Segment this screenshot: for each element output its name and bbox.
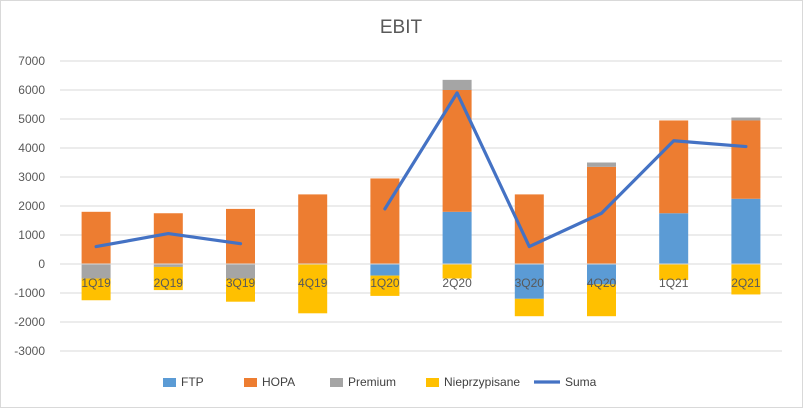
- bar-hopa-3q19: [226, 208, 255, 264]
- x-tick-label: 1Q19: [81, 276, 111, 290]
- chart-title: EBIT: [380, 17, 423, 38]
- x-tick-label: 4Q20: [587, 276, 617, 290]
- bar-ftp-2q21: [731, 198, 761, 264]
- bar-nieprzypisane-3q19: [226, 278, 255, 302]
- x-tick-label: 3Q20: [515, 276, 545, 290]
- bar-nieprzypisane-1q19: [81, 278, 111, 301]
- legend-swatch-premium: [330, 378, 343, 387]
- legend-label-hopa: HOPA: [262, 375, 295, 389]
- y-axis: -3000 -2000 -1000 0 1000 2000 3000 4000 5000 6000…: [14, 54, 45, 358]
- x-tick-label: 3Q19: [226, 276, 256, 290]
- bar-hopa-2q19: [153, 213, 183, 264]
- bar-nieprzypisane-1q21: [659, 264, 689, 280]
- y-tick-label: 5000: [18, 112, 45, 126]
- x-tick-label: 4Q19: [298, 276, 328, 290]
- x-tick-label: 1Q20: [370, 276, 400, 290]
- bar-nieprzypisane-3q20: [514, 298, 544, 317]
- bar-ftp-1q20: [370, 264, 400, 276]
- bar-premium-2q20: [442, 79, 472, 90]
- legend-swatch-hopa: [244, 378, 257, 387]
- legend-label-suma: Suma: [565, 375, 597, 389]
- x-axis: 1Q19 2Q19 3Q19 4Q19 1Q20 2Q20 3Q20 4Q20 1Q21 2Q21: [60, 263, 782, 290]
- x-tick-label: 2Q19: [154, 276, 184, 290]
- x-tick-label: 2Q21: [731, 276, 761, 290]
- legend-label-nieprzypisane: Nieprzypisane: [444, 375, 520, 389]
- legend-label-premium: Premium: [348, 375, 396, 389]
- bar-nieprzypisane-2q19: [153, 266, 183, 291]
- bar-nieprzypisane-4q19: [298, 264, 328, 314]
- bar-hopa-1q19: [81, 211, 111, 264]
- y-tick-label: -1000: [14, 286, 45, 300]
- legend-swatch-nieprzypisane: [426, 378, 439, 387]
- bar-series: [81, 79, 761, 317]
- y-tick-label: 7000: [18, 54, 45, 68]
- line-suma: [94, 231, 243, 249]
- bar-premium-1q19: [81, 264, 111, 279]
- line-suma: [383, 91, 748, 249]
- bar-hopa-3q20: [514, 194, 544, 264]
- y-tick-label: 3000: [18, 170, 45, 184]
- bar-hopa-4q19: [298, 194, 328, 264]
- line-series: [94, 91, 748, 249]
- bar-premium-2q19: [153, 264, 183, 267]
- y-tick-label: 2000: [18, 199, 45, 213]
- legend: FTP HOPA Premium Nieprzypisane Suma: [163, 375, 597, 389]
- bar-ftp-2q20: [442, 211, 472, 264]
- bar-premium-2q21: [731, 117, 761, 121]
- bar-hopa-2q21: [731, 120, 761, 199]
- x-tick-label: 1Q21: [659, 276, 689, 290]
- bar-ftp-1q21: [659, 213, 689, 264]
- legend-label-ftp: FTP: [181, 375, 204, 389]
- bar-hopa-4q20: [587, 166, 616, 264]
- bar-premium-3q19: [226, 264, 255, 279]
- x-tick-label: 2Q20: [442, 276, 472, 290]
- bar-ftp-4q20: [587, 264, 616, 285]
- bar-nieprzypisane-1q20: [370, 275, 400, 296]
- y-tick-label: -2000: [14, 315, 45, 329]
- bar-nieprzypisane-2q21: [731, 264, 761, 295]
- bar-nieprzypisane-2q20: [442, 264, 472, 279]
- bar-hopa-1q21: [659, 120, 689, 214]
- bar-ftp-3q20: [514, 264, 544, 299]
- y-tick-label: 1000: [18, 228, 45, 242]
- y-tick-label: -3000: [14, 344, 45, 358]
- y-tick-label: 0: [38, 257, 45, 271]
- legend-swatch-ftp: [163, 378, 176, 387]
- bar-premium-4q20: [587, 162, 616, 167]
- bar-nieprzypisane-4q20: [587, 284, 616, 317]
- y-tick-label: 4000: [18, 141, 45, 155]
- y-tick-label: 6000: [18, 83, 45, 97]
